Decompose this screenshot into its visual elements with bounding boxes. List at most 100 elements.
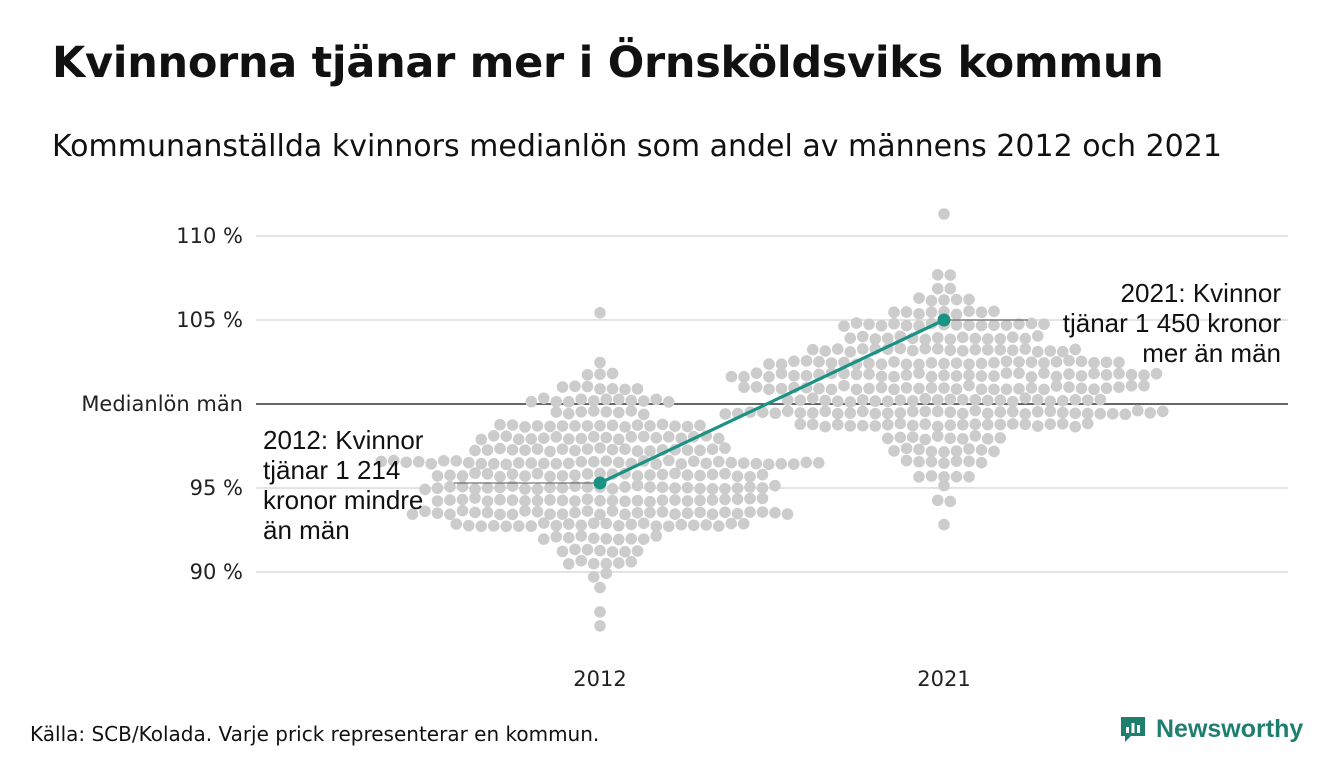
municipality-dot bbox=[869, 395, 882, 407]
municipality-dot bbox=[594, 620, 606, 632]
municipality-dot bbox=[950, 357, 963, 369]
municipality-dot bbox=[944, 282, 957, 295]
municipality-dot bbox=[587, 405, 600, 417]
municipality-dot bbox=[1125, 368, 1138, 381]
municipality-dot bbox=[506, 443, 519, 456]
municipality-dot bbox=[531, 443, 544, 455]
municipality-dot bbox=[531, 483, 544, 496]
municipality-dot bbox=[1031, 345, 1044, 358]
municipality-dot bbox=[1113, 356, 1125, 369]
municipality-dot bbox=[419, 483, 431, 496]
municipality-dot bbox=[756, 482, 769, 494]
municipality-dot bbox=[794, 418, 807, 431]
municipality-dot bbox=[619, 443, 631, 455]
municipality-dot bbox=[738, 371, 750, 383]
municipality-dot bbox=[1056, 345, 1069, 358]
municipality-dot bbox=[519, 495, 531, 507]
municipality-dot bbox=[863, 368, 875, 380]
municipality-dot bbox=[456, 480, 469, 493]
municipality-dot bbox=[475, 433, 488, 446]
municipality-dot bbox=[900, 319, 913, 332]
municipality-dot bbox=[975, 319, 988, 332]
municipality-dot bbox=[913, 292, 925, 304]
municipality-dot bbox=[744, 470, 756, 483]
municipality-dot bbox=[994, 406, 1007, 418]
municipality-dot bbox=[900, 358, 913, 371]
municipality-dot bbox=[700, 519, 713, 531]
municipality-dot bbox=[737, 517, 750, 530]
municipality-dot bbox=[988, 305, 1000, 318]
municipality-dot bbox=[619, 421, 631, 433]
municipality-dot bbox=[694, 444, 706, 457]
municipality-dot bbox=[494, 470, 506, 483]
municipality-dot bbox=[719, 467, 731, 480]
municipality-dot bbox=[531, 494, 544, 507]
brand-logo[interactable]: Newsworthy bbox=[1118, 714, 1303, 744]
municipality-dot bbox=[838, 320, 850, 332]
municipality-dot bbox=[869, 407, 882, 420]
municipality-dot bbox=[669, 420, 681, 432]
municipality-dot bbox=[556, 545, 569, 558]
municipality-dot bbox=[913, 382, 925, 395]
municipality-dot bbox=[444, 494, 456, 506]
highlight-point-2021 bbox=[937, 313, 951, 327]
municipality-dot bbox=[606, 382, 619, 395]
municipality-dot bbox=[619, 546, 631, 558]
municipality-dot bbox=[869, 333, 882, 345]
municipality-dot bbox=[881, 432, 894, 445]
municipality-dot bbox=[1038, 383, 1050, 396]
municipality-dot bbox=[975, 456, 988, 469]
municipality-dot bbox=[900, 454, 913, 467]
municipality-dot bbox=[888, 356, 900, 368]
municipality-dot bbox=[769, 407, 782, 420]
municipality-dot bbox=[944, 393, 957, 406]
municipality-dot bbox=[925, 370, 938, 383]
municipality-dot bbox=[1100, 356, 1113, 369]
municipality-dot bbox=[494, 494, 506, 506]
municipality-dot bbox=[612, 406, 625, 419]
municipality-dot bbox=[487, 429, 500, 442]
municipality-dot bbox=[719, 442, 731, 454]
municipality-dot bbox=[856, 405, 869, 418]
municipality-dot bbox=[1125, 379, 1138, 392]
municipality-dot bbox=[944, 432, 957, 445]
municipality-dot bbox=[856, 330, 869, 343]
municipality-dot bbox=[550, 530, 563, 543]
municipality-dot bbox=[594, 606, 606, 618]
municipality-dot bbox=[544, 508, 556, 520]
municipality-dot bbox=[619, 383, 631, 396]
municipality-dot bbox=[644, 469, 656, 481]
municipality-dot bbox=[594, 494, 606, 507]
municipality-dot bbox=[600, 431, 613, 444]
municipality-dot bbox=[512, 520, 525, 532]
municipality-dot bbox=[737, 457, 750, 469]
municipality-dot bbox=[963, 455, 975, 468]
municipality-dot bbox=[625, 431, 638, 443]
municipality-dot bbox=[556, 494, 569, 507]
municipality-dot bbox=[644, 506, 656, 519]
municipality-dot bbox=[681, 481, 694, 494]
municipality-dot bbox=[781, 405, 794, 418]
municipality-dot bbox=[988, 319, 1000, 331]
municipality-dot bbox=[625, 532, 638, 545]
municipality-dot bbox=[869, 420, 882, 432]
municipality-dot bbox=[581, 493, 594, 506]
municipality-dot bbox=[575, 432, 588, 445]
municipality-dot bbox=[956, 418, 969, 431]
municipality-dot bbox=[431, 495, 444, 507]
municipality-dot bbox=[669, 482, 681, 494]
municipality-dot bbox=[481, 468, 494, 480]
municipality-dot bbox=[744, 492, 756, 505]
municipality-dot bbox=[500, 520, 513, 533]
municipality-dot bbox=[1031, 405, 1044, 418]
municipality-dot bbox=[931, 430, 944, 442]
municipality-dot bbox=[963, 443, 975, 455]
municipality-dot bbox=[981, 394, 994, 407]
municipality-dot bbox=[681, 507, 694, 520]
municipality-dot bbox=[875, 381, 888, 394]
municipality-dot bbox=[575, 530, 588, 542]
municipality-dot bbox=[537, 517, 550, 529]
municipality-dot bbox=[875, 370, 888, 383]
municipality-dot bbox=[600, 557, 613, 570]
municipality-dot bbox=[881, 332, 894, 345]
